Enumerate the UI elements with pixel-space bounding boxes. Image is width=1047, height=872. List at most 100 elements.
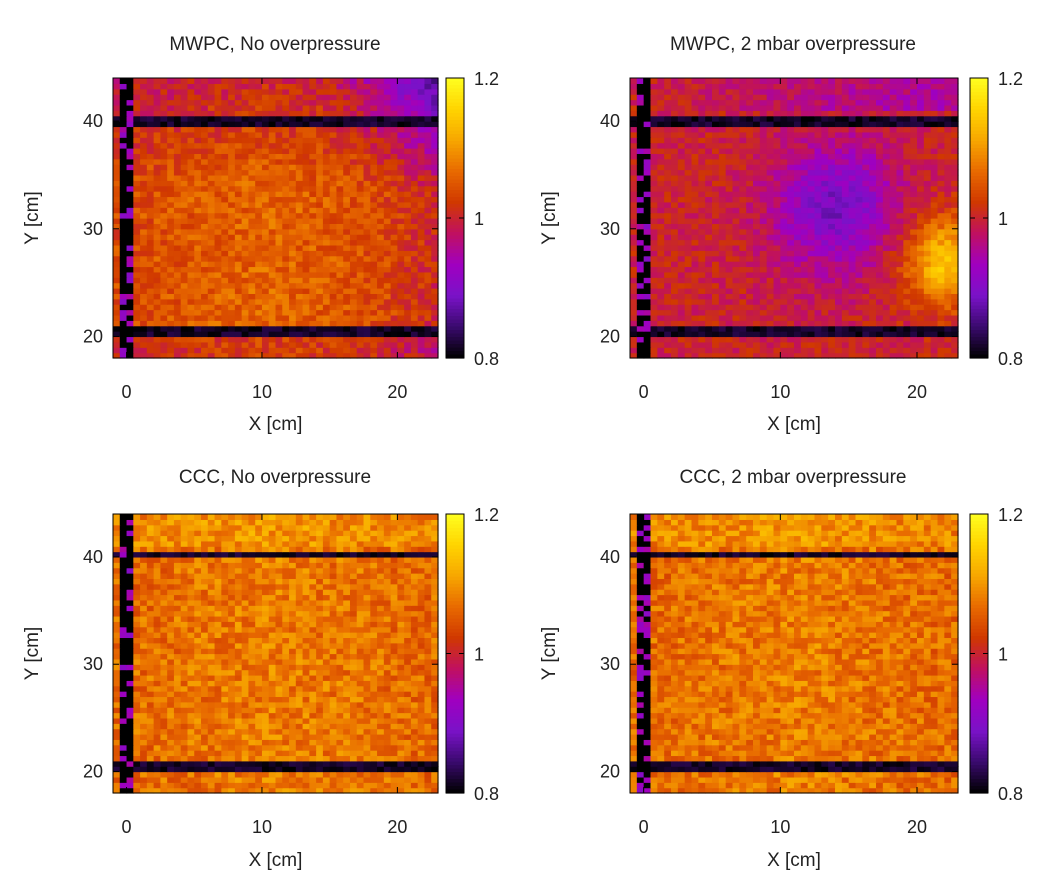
heatmap-cell <box>732 115 740 122</box>
heatmap-cell <box>377 320 385 327</box>
heatmap-cell <box>282 271 290 278</box>
heatmap-cell <box>431 352 439 359</box>
heatmap-cell <box>410 158 419 165</box>
heatmap-cell <box>113 78 121 84</box>
heatmap-cell <box>712 142 720 149</box>
heatmap-cell <box>160 341 168 348</box>
heatmap-cell <box>862 153 870 160</box>
heatmap-cell <box>835 234 843 241</box>
heatmap-cell <box>356 169 365 176</box>
heatmap-cell <box>876 218 884 224</box>
heatmap-cell <box>261 228 270 235</box>
heatmap-cell <box>800 331 809 338</box>
heatmap-cell <box>862 169 870 176</box>
heatmap-cell <box>424 341 432 348</box>
heatmap-cell <box>397 185 405 192</box>
heatmap-cell <box>295 255 304 262</box>
heatmap-cell <box>841 320 850 327</box>
heatmap-cell <box>160 164 168 171</box>
heatmap-cell <box>126 304 134 311</box>
heatmap-cell <box>167 228 175 235</box>
heatmap-cell <box>241 212 250 219</box>
heatmap-cell <box>221 244 229 251</box>
heatmap-cell <box>431 282 439 289</box>
heatmap-cell <box>910 153 918 160</box>
heatmap-cell <box>766 126 775 133</box>
heatmap-cell <box>309 88 317 95</box>
heatmap-cell <box>397 228 405 235</box>
heatmap-cell <box>180 148 189 154</box>
heatmap-cell <box>944 148 952 154</box>
heatmap-cell <box>255 148 263 154</box>
colorbar-segment <box>446 99 464 104</box>
heatmap-cell <box>773 164 781 171</box>
heatmap-cell <box>383 331 392 338</box>
heatmap-cell <box>119 78 128 84</box>
heatmap-cell <box>316 153 324 160</box>
heatmap-cell <box>800 244 809 251</box>
heatmap-cell <box>896 293 904 300</box>
heatmap-cell <box>146 239 155 246</box>
heatmap-cell <box>349 148 358 154</box>
heatmap-cell <box>302 201 310 208</box>
heatmap-cell <box>363 325 371 332</box>
heatmap-cell <box>725 158 734 165</box>
heatmap-cell <box>173 266 182 273</box>
heatmap-cell <box>759 266 768 273</box>
heatmap-cell <box>643 212 652 219</box>
heatmap-cell <box>780 148 788 154</box>
heatmap-cell <box>153 336 161 343</box>
heatmap-cell <box>160 201 168 208</box>
heatmap-cell <box>841 271 850 278</box>
heatmap-cell <box>282 298 290 305</box>
heatmap-cell <box>363 104 371 111</box>
heatmap-cell <box>937 347 945 354</box>
heatmap-cell <box>739 153 747 160</box>
heatmap-cell <box>322 271 331 278</box>
heatmap-cell <box>835 293 843 300</box>
heatmap-cell <box>923 174 932 181</box>
heatmap-cell <box>684 320 693 327</box>
heatmap-cell <box>119 325 128 332</box>
heatmap-cell <box>821 244 829 251</box>
heatmap-cell <box>140 115 148 122</box>
heatmap-cell <box>167 148 175 154</box>
heatmap-cell <box>383 78 392 84</box>
heatmap-cell <box>180 266 189 273</box>
heatmap-cell <box>630 244 638 251</box>
heatmap-cell <box>431 293 439 300</box>
heatmap-cell <box>828 121 836 128</box>
heatmap-cell <box>377 347 385 354</box>
heatmap-cell <box>671 325 679 332</box>
heatmap-cell <box>113 99 121 106</box>
heatmap-cell <box>862 185 870 192</box>
heatmap-cell <box>275 336 283 343</box>
heatmap-cell <box>882 158 891 165</box>
heatmap-cell <box>153 282 161 289</box>
heatmap-cell <box>671 304 679 311</box>
heatmap-cell <box>113 212 121 219</box>
heatmap-cell <box>255 234 263 241</box>
heatmap-cell <box>725 174 734 181</box>
heatmap-cell <box>636 309 645 316</box>
heatmap-cell <box>241 293 250 300</box>
heatmap-cell <box>780 207 788 214</box>
heatmap-cell <box>677 298 686 305</box>
heatmap-cell <box>268 320 277 327</box>
heatmap-cell <box>800 196 809 203</box>
heatmap-cell <box>951 244 959 251</box>
heatmap-cell <box>383 266 392 273</box>
heatmap-cell <box>835 164 843 171</box>
heatmap-cell <box>923 115 932 122</box>
heatmap-cell <box>794 309 802 316</box>
heatmap-cell <box>302 282 310 289</box>
heatmap-cell <box>133 234 141 241</box>
heatmap-cell <box>862 277 870 284</box>
heatmap-cell <box>910 352 918 359</box>
heatmap-cell <box>173 142 182 149</box>
heatmap-cell <box>951 196 959 203</box>
heatmap-cell <box>410 131 419 138</box>
heatmap-cell <box>718 261 727 268</box>
heatmap-cell <box>787 115 795 122</box>
heatmap-cell <box>821 148 829 154</box>
